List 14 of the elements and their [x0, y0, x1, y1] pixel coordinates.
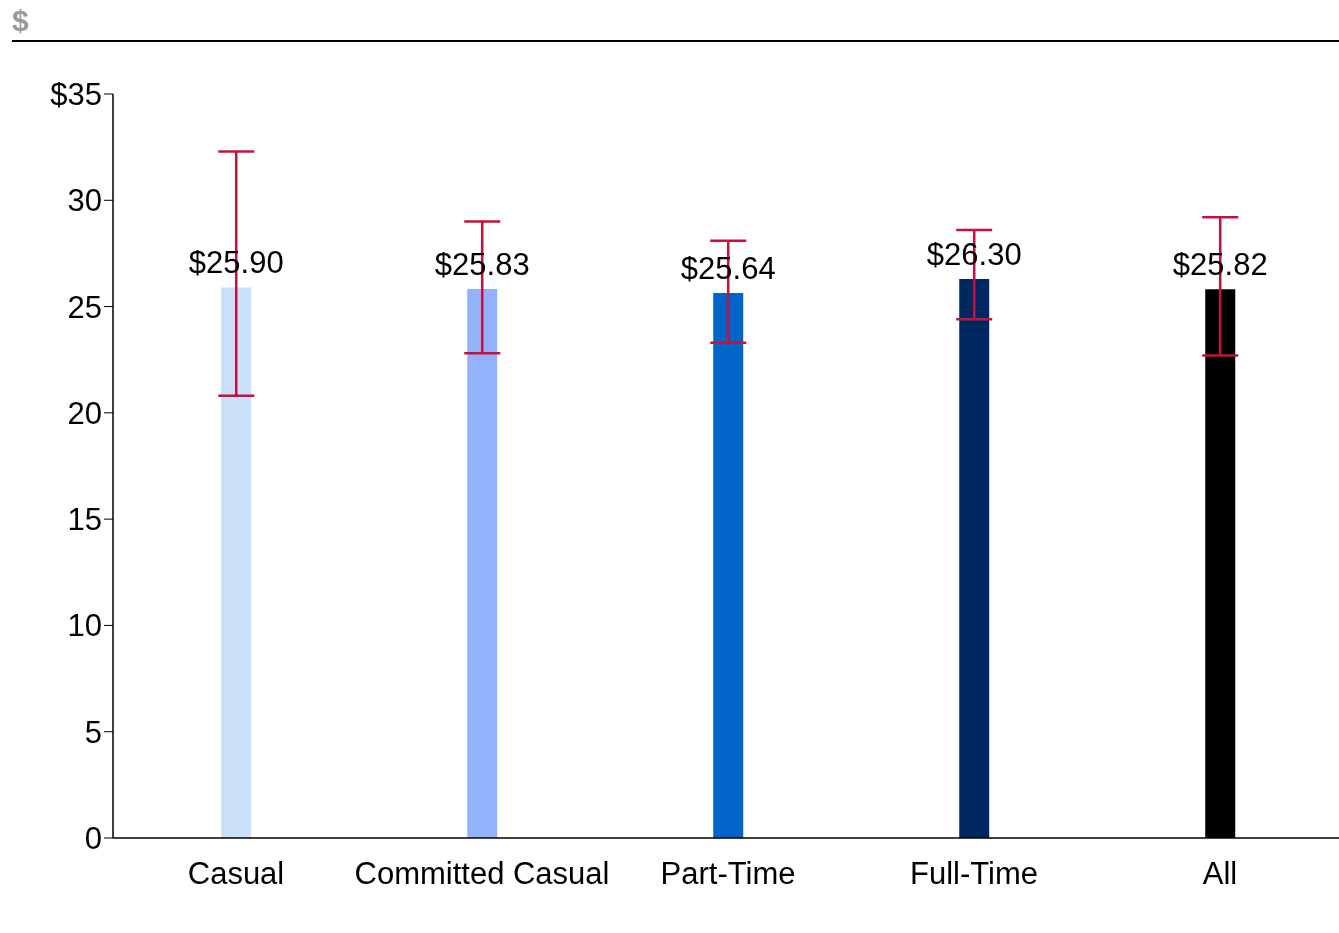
y-tick-label: 30 [67, 183, 102, 219]
y-tick-label: 0 [84, 821, 102, 857]
x-tick-label: Committed Casual [354, 856, 610, 892]
y-tick-label: 15 [67, 502, 102, 538]
y-tick-label: 10 [67, 608, 102, 644]
y-tick-label: 5 [84, 714, 102, 750]
x-tick-label: Part-Time [660, 856, 796, 892]
x-tick-label: Casual [187, 856, 285, 892]
y-tick-label: 20 [67, 395, 102, 431]
x-tick-label: All [1202, 856, 1238, 892]
x-tick-label: Full-Time [909, 856, 1039, 892]
y-axis-title: $ [12, 4, 29, 38]
y-tick-label: $35 [50, 77, 102, 113]
y-tick-label: 25 [67, 289, 102, 325]
